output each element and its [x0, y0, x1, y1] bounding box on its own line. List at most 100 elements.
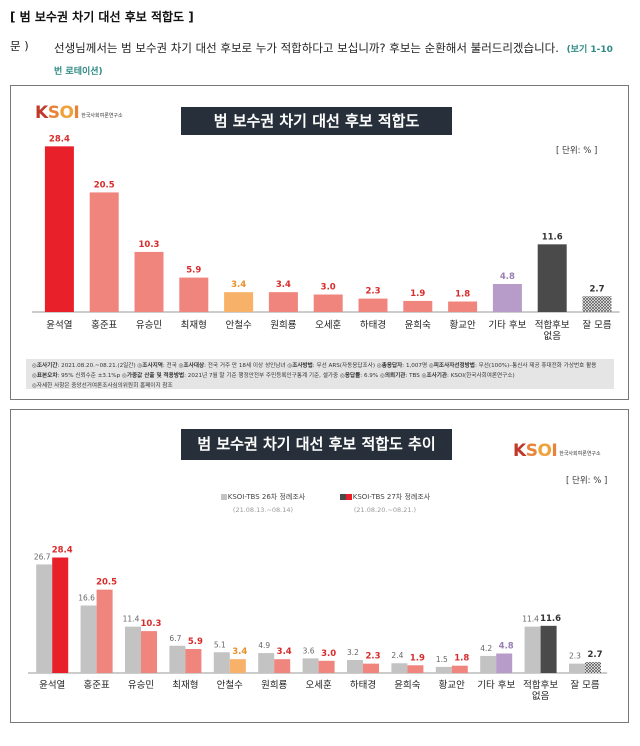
value-label-26: 2.4: [391, 651, 403, 660]
bar-series-26: [569, 663, 585, 673]
chart-title: 범 보수권 차기 대선 후보 적합도: [181, 107, 452, 135]
footnote-key: ◎조사대상: [178, 363, 205, 369]
category-label: 기타 후보: [477, 680, 515, 691]
footnote-value: : 1,007명: [402, 363, 428, 369]
category-label: 오세훈: [305, 679, 331, 691]
value-label-26: 16.6: [78, 593, 95, 602]
unit-label-trend: [ 단위: % ]: [566, 476, 608, 486]
category-label: 윤희숙: [394, 680, 420, 691]
category-label: 잘 모름: [582, 319, 611, 331]
category-label: 황교안: [449, 320, 475, 331]
bar-chart-current: 28.4 윤석열 20.5 홍준표 10.3 유승민 5.9 최재형 3.4 안철수 3.4 원희룡 3…: [32, 134, 620, 342]
bar: [403, 300, 433, 312]
category-label: 윤석열: [46, 320, 72, 331]
category-label: 최재형: [181, 320, 207, 331]
value-label: 3.4: [231, 280, 246, 290]
bar-series-27: [407, 665, 424, 673]
value-label: 10.3: [139, 240, 160, 250]
value-label: 3.0: [321, 283, 336, 293]
bar-series-27: [185, 649, 202, 673]
value-label: 3.4: [276, 280, 291, 290]
footnote-value: : KSOI(한국사회여론연구소): [447, 373, 515, 379]
category-label: 최재형: [172, 680, 198, 691]
bar: [134, 251, 164, 312]
footnote-value: : 6.9%: [360, 373, 379, 379]
value-label: 11.6: [542, 232, 563, 242]
legend-period-26: (21.08.13.~08.14): [232, 506, 294, 514]
value-label-27: 4.8: [499, 641, 514, 651]
value-label-27: 1.8: [454, 654, 469, 664]
category-label: 안철수: [225, 320, 251, 331]
bar-series-27: [585, 662, 601, 673]
value-label-26: 3.6: [303, 646, 315, 655]
legend-period-27: (21.08.20.~08.21.): [353, 506, 417, 514]
legend-swatch-red: [345, 494, 352, 500]
value-label: 1.8: [455, 290, 470, 300]
category-label: 홍준표: [91, 319, 117, 331]
footnote-value: : 2021년 7월 말 기준 행정안전부 주민등록인구통계 기준, 셀가중: [184, 373, 339, 379]
value-label-26: 11.4: [522, 615, 539, 624]
chart-panel-trend: 범 보수권 차기 대선 후보 적합도 추이 KSOI 한국사회여론연구소 [ 단…: [10, 409, 629, 723]
bar-series-26: [258, 653, 275, 673]
category-label: 황교안: [439, 680, 465, 691]
footnote-item: ◎응답률: 6.9%: [340, 373, 378, 379]
value-label-27: 1.9: [410, 653, 425, 663]
category-label: 원희룡: [270, 320, 296, 331]
value-label-26: 5.1: [214, 640, 226, 649]
footnote-item: ◎조사기관: KSOI(한국사회여론연구소): [422, 373, 515, 379]
bar: [313, 294, 343, 312]
footnote-key: ◎: [32, 383, 37, 389]
value-label: 20.5: [94, 180, 115, 190]
question-body: 선생님께서는 범 보수권 차기 대선 후보로 누가 적합하다고 보십니까? 후보…: [54, 41, 559, 55]
legend-series-27: KSOI-TBS 27차 정례조사 (21.08.20.~08.21.): [325, 492, 445, 514]
category-label: 기타 후보: [488, 320, 526, 331]
category-label: 홍준표: [83, 679, 109, 691]
value-label-27: 2.3: [365, 652, 380, 662]
bar: [89, 192, 119, 312]
bar-series-27: [229, 659, 246, 673]
bar-series-26: [169, 645, 186, 673]
bar: [448, 301, 478, 312]
bar: [582, 296, 612, 312]
bar-series-27: [363, 663, 379, 673]
footnote-item: ◎피조사자선정방법: 무선(100%)–통신사 제공 휴대전화 가상번호 활용: [429, 363, 596, 369]
legend-swatch-dark: [339, 494, 346, 500]
footnote-value: : 전국 거주 만 18세 이상 성인남녀: [204, 363, 286, 369]
logo-brand: KSOI: [35, 103, 80, 123]
footnote-value: : 무선(100%)–통신사 제공 휴대전화 가상번호 활용: [474, 363, 597, 369]
bar: [179, 277, 209, 312]
legend-swatch-gray: [220, 494, 227, 500]
bar-series-26: [435, 666, 452, 673]
bar-series-27: [451, 665, 468, 673]
bar-series-26: [80, 605, 97, 673]
legend-label-26: KSOI-TBS 26차 정례조사: [227, 493, 306, 501]
value-label-27: 5.9: [188, 637, 203, 647]
value-label: 2.3: [365, 287, 380, 297]
logo-brand-trend: KSOI: [513, 441, 558, 461]
footnote-item: ◎조사지역: 전국: [137, 363, 176, 369]
unit-label: [ 단위: % ]: [556, 146, 598, 156]
question-text: 선생님께서는 범 보수권 차기 대선 후보로 누가 적합하다고 보십니까? 후보…: [54, 38, 614, 82]
category-label: 하태경: [350, 679, 376, 691]
value-label-27: 3.0: [321, 649, 336, 659]
value-label-26: 2.3: [569, 652, 581, 661]
value-label-26: 4.2: [480, 644, 492, 653]
logo-subtitle: 한국사회여론연구소: [81, 113, 123, 119]
footnote-item: ◎표본오차: 95% 신뢰수준 ±3.1%p: [32, 373, 120, 379]
footnote-key: ◎조사방법: [287, 363, 313, 369]
category-label: 윤희숙: [405, 320, 431, 331]
logo-subtitle-trend: 한국사회여론연구소: [559, 451, 601, 457]
category-label: 원희룡: [261, 680, 287, 691]
bar-series-26: [347, 659, 363, 673]
footnote-key: ◎표본오차: [32, 373, 58, 379]
bar-series-27: [96, 589, 113, 673]
question-note: (보기 1-10번 로테이션): [54, 45, 613, 77]
bar-series-26: [36, 564, 53, 673]
category-label: 적합후보: [523, 679, 558, 691]
value-label: 28.4: [49, 134, 70, 144]
value-label-27: 10.3: [141, 619, 162, 629]
bar: [537, 244, 567, 312]
page-heading: [ 범 보수권 차기 대선 후보 적합도 ]: [10, 10, 194, 24]
value-label-27: 3.4: [277, 647, 292, 657]
footnote-key: ◎조사기관: [421, 373, 448, 379]
